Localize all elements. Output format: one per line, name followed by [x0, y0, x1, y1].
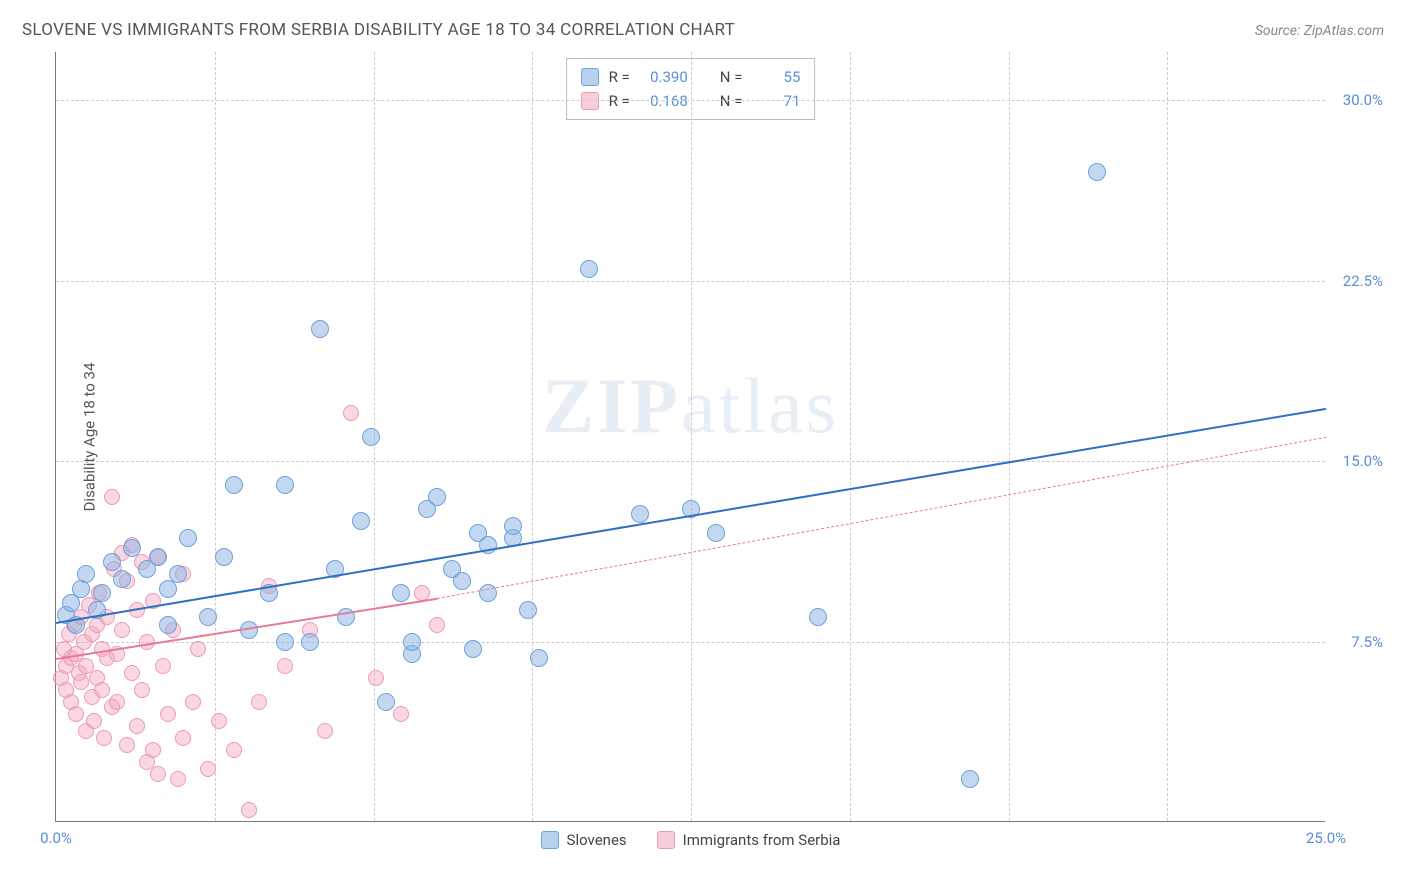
- y-tick-label: 15.0%: [1329, 452, 1383, 470]
- data-point: [429, 617, 445, 633]
- n-value: 55: [752, 65, 800, 89]
- source-label: Source: ZipAtlas.com: [1255, 23, 1384, 39]
- gridline-v: [850, 52, 851, 821]
- data-point: [215, 548, 233, 566]
- data-point: [317, 723, 333, 739]
- x-tick-label: 25.0%: [1306, 829, 1346, 847]
- legend-label: Immigrants from Serbia: [683, 831, 841, 849]
- data-point: [809, 608, 827, 626]
- data-point: [93, 584, 111, 602]
- legend-item: Slovenes: [541, 831, 627, 849]
- data-point: [277, 658, 293, 674]
- x-tick-label: 0.0%: [40, 829, 72, 847]
- data-point: [86, 713, 102, 729]
- data-point: [377, 693, 395, 711]
- data-point: [428, 488, 446, 506]
- data-point: [707, 524, 725, 542]
- data-point: [211, 713, 227, 729]
- data-point: [241, 802, 257, 818]
- data-point: [145, 742, 161, 758]
- legend-label: Slovenes: [567, 831, 627, 849]
- data-point: [190, 641, 206, 657]
- data-point: [392, 584, 410, 602]
- data-point: [175, 730, 191, 746]
- data-point: [504, 517, 522, 535]
- data-point: [580, 260, 598, 278]
- gridline-v: [532, 52, 533, 821]
- data-point: [119, 737, 135, 753]
- title-bar: SLOVENE VS IMMIGRANTS FROM SERBIA DISABI…: [22, 20, 1384, 40]
- data-point: [311, 320, 329, 338]
- y-tick-label: 7.5%: [1329, 633, 1383, 651]
- data-point: [362, 428, 380, 446]
- data-point: [104, 489, 120, 505]
- data-point: [403, 633, 421, 651]
- data-point: [225, 476, 243, 494]
- data-point: [961, 770, 979, 788]
- gridline-v: [1009, 52, 1010, 821]
- data-point: [352, 512, 370, 530]
- data-point: [368, 670, 384, 686]
- data-point: [276, 633, 294, 651]
- data-point: [159, 616, 177, 634]
- data-point: [1088, 163, 1106, 181]
- data-point: [114, 622, 130, 638]
- gridline-v: [215, 52, 216, 821]
- data-point: [73, 674, 89, 690]
- r-value: 0.390: [640, 65, 688, 89]
- data-point: [149, 548, 167, 566]
- y-tick-label: 30.0%: [1329, 91, 1383, 109]
- data-point: [113, 570, 131, 588]
- data-point: [200, 761, 216, 777]
- data-point: [170, 771, 186, 787]
- r-label: R =: [609, 65, 630, 89]
- swatch-blue-icon: [581, 68, 599, 86]
- data-point: [251, 694, 267, 710]
- data-point: [77, 565, 95, 583]
- data-point: [124, 665, 140, 681]
- data-point: [169, 565, 187, 583]
- data-point: [103, 553, 121, 571]
- data-point: [464, 640, 482, 658]
- watermark-atlas: atlas: [681, 362, 839, 449]
- watermark-zip: ZIP: [542, 362, 681, 449]
- data-point: [109, 694, 125, 710]
- chart-title: SLOVENE VS IMMIGRANTS FROM SERBIA DISABI…: [22, 20, 735, 40]
- data-point: [343, 405, 359, 421]
- data-point: [393, 706, 409, 722]
- swatch-blue-icon: [541, 831, 559, 849]
- data-point: [134, 682, 150, 698]
- data-point: [129, 718, 145, 734]
- data-point: [96, 730, 112, 746]
- y-tick-label: 22.5%: [1329, 272, 1383, 290]
- legend-item: Immigrants from Serbia: [657, 831, 841, 849]
- data-point: [453, 572, 471, 590]
- data-point: [199, 608, 217, 626]
- data-point: [94, 682, 110, 698]
- data-point: [179, 529, 197, 547]
- bottom-legend: Slovenes Immigrants from Serbia: [541, 831, 841, 849]
- data-point: [160, 706, 176, 722]
- swatch-pink-icon: [657, 831, 675, 849]
- data-point: [519, 601, 537, 619]
- data-point: [155, 658, 171, 674]
- data-point: [226, 742, 242, 758]
- n-label: N =: [720, 65, 743, 89]
- plot-area: ZIPatlas R = 0.390 N = 55 R = 0.168 N = …: [55, 52, 1325, 822]
- data-point: [123, 539, 141, 557]
- plot-wrap: Disability Age 18 to 34 ZIPatlas R = 0.3…: [55, 52, 1385, 822]
- data-point: [301, 633, 319, 651]
- data-point: [150, 766, 166, 782]
- data-point: [530, 649, 548, 667]
- data-point: [185, 694, 201, 710]
- data-point: [68, 706, 84, 722]
- data-point: [276, 476, 294, 494]
- gridline-v: [691, 52, 692, 821]
- data-point: [631, 505, 649, 523]
